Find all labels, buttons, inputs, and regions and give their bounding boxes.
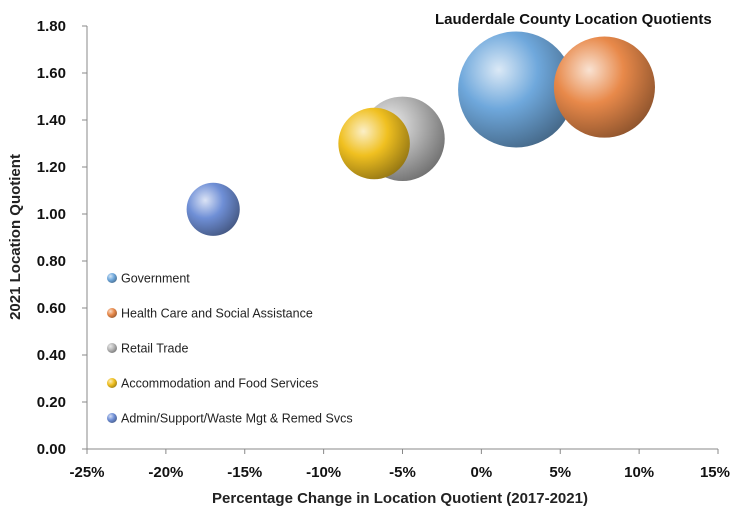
legend-marker	[107, 378, 117, 388]
x-tick-label: -20%	[148, 464, 183, 481]
x-axis-title: Percentage Change in Location Quotient (…	[212, 490, 588, 507]
bubble-4	[338, 107, 410, 180]
x-tick-label: 5%	[549, 464, 571, 481]
legend-label: Retail Trade	[121, 342, 188, 356]
x-tick-label: -10%	[306, 464, 341, 481]
x-tick-label: 10%	[624, 464, 654, 481]
chart-title: Lauderdale County Location Quotients	[435, 11, 712, 28]
x-tick-label: -15%	[227, 464, 262, 481]
x-tick-label: -25%	[69, 464, 104, 481]
ticks-layer: 0.00 0.20 0.40 0.60 0.80 1.00 1.20 1.40 1.60 1.80…	[37, 18, 730, 481]
legend-marker	[107, 273, 117, 283]
y-tick-label: 1.60	[37, 65, 66, 82]
y-tick-label: 0.00	[37, 441, 66, 458]
y-tick-label: 0.80	[37, 253, 66, 270]
legend-marker	[107, 308, 117, 318]
y-tick-label: 1.80	[37, 18, 66, 35]
x-tick-label: 0%	[471, 464, 493, 481]
y-axis-title: 2021 Location Quotient	[7, 154, 24, 320]
bubble-5	[186, 182, 240, 236]
y-tick-label: 1.40	[37, 112, 66, 129]
legend-label: Health Care and Social Assistance	[121, 307, 313, 321]
y-tick-label: 1.00	[37, 206, 66, 223]
x-tick-label: -5%	[389, 464, 416, 481]
y-tick-label: 0.40	[37, 347, 66, 364]
bubble-2	[553, 36, 655, 138]
y-tick-label: 0.60	[37, 300, 66, 317]
legend-label: Government	[121, 272, 190, 286]
legend: Government Health Care and Social Assista…	[107, 272, 353, 426]
legend-marker	[107, 343, 117, 353]
legend-label: Admin/Support/Waste Mgt & Remed Svcs	[121, 412, 353, 426]
x-tick-label: 15%	[700, 464, 730, 481]
bubble-1	[458, 31, 575, 148]
legend-label: Accommodation and Food Services	[121, 377, 318, 391]
legend-marker	[107, 413, 117, 423]
y-tick-label: 1.20	[37, 159, 66, 176]
y-tick-label: 0.20	[37, 394, 66, 411]
bubbles-layer	[186, 31, 655, 236]
